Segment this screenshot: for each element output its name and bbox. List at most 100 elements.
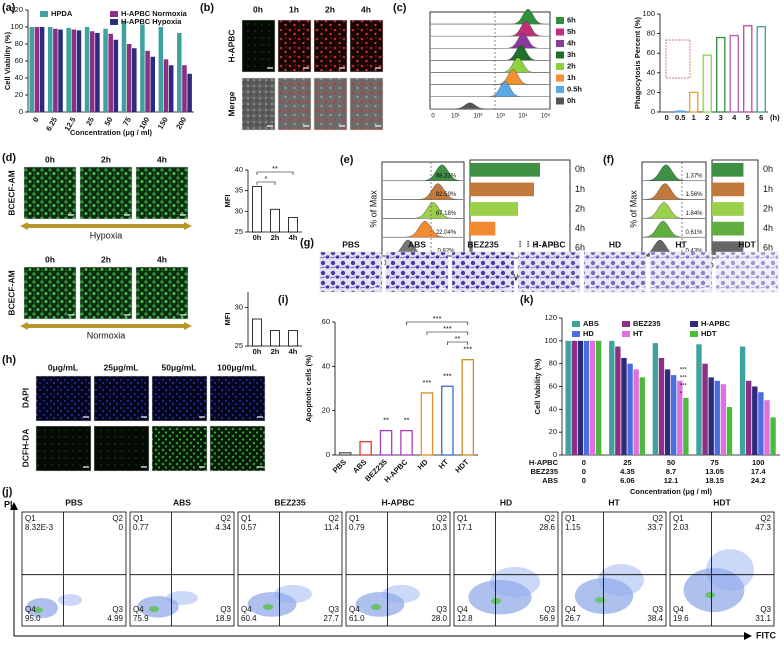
flow-frame [129, 511, 235, 627]
quadrant-value: 61.0 [349, 614, 365, 623]
x-tick-label: PBS [331, 457, 348, 474]
quadrant-value: 0.57 [241, 523, 257, 532]
legend-swatch [40, 11, 48, 17]
x-tick-label: 25 [84, 115, 96, 127]
micrograph [209, 375, 266, 422]
bar [470, 162, 540, 177]
significance: ** [455, 334, 461, 343]
y-tick-label: 0 [19, 107, 23, 116]
arrow-head [10, 502, 18, 510]
column-label: ABS [408, 239, 426, 249]
bar [712, 162, 744, 177]
y-tick-label: 60 [549, 381, 557, 390]
bar [720, 384, 727, 455]
bar [689, 91, 699, 113]
y-tick-label: 20 [15, 90, 23, 99]
bar [145, 50, 150, 112]
x-tick-label: 10² [474, 114, 483, 120]
micrograph [79, 166, 133, 220]
x-tick-label: 0 [582, 467, 586, 476]
legend-label: H-APBC [701, 319, 731, 328]
bar [461, 359, 475, 456]
condition-label: Normoxia [87, 330, 126, 340]
significance: *** [528, 240, 534, 248]
y-tick-label: 40 [647, 68, 655, 77]
category-label: 6h [763, 243, 773, 253]
significance: *** [544, 240, 550, 248]
significance: *** [463, 345, 472, 354]
x-tick-label: 0h [253, 233, 262, 242]
arrow [20, 322, 192, 330]
bar [121, 21, 127, 112]
bar [770, 417, 776, 455]
quadrant-value: 19.6 [673, 614, 689, 623]
legend-swatch [556, 17, 564, 24]
y-tick-label: 120 [544, 313, 557, 322]
gate-percent: 22.04% [436, 230, 457, 236]
histogram [431, 8, 549, 25]
bar [400, 429, 413, 456]
legend-swatch [556, 28, 564, 36]
x-axis-label: Concentration (μg / ml) [70, 128, 153, 137]
column-label: 0h [253, 4, 263, 14]
x-tick-label: 75 [121, 115, 133, 127]
event-core [705, 592, 715, 598]
micrograph [241, 77, 276, 131]
quadrant-value: 60.4 [241, 614, 257, 623]
micrograph [277, 77, 312, 131]
x-tick-label: 50 [102, 115, 114, 127]
x-tick-label: 6.06 [620, 476, 635, 485]
bar [420, 392, 434, 456]
bar [95, 32, 100, 113]
quadrant-name: Q1 [565, 514, 576, 523]
y-tick-label: 30 [235, 206, 243, 215]
bar [683, 397, 689, 455]
event-cloud [166, 591, 198, 605]
histogram [431, 81, 549, 97]
y-tick-label: 60 [322, 317, 330, 326]
histogram [383, 164, 463, 181]
legend-label: 4h [567, 38, 576, 47]
quadrant-name: Q2 [544, 514, 555, 523]
column-label: 0h [45, 154, 55, 164]
micrograph-wash [650, 252, 712, 292]
y-tick-label: 80 [647, 29, 655, 38]
histogram [431, 102, 549, 109]
column-label: HDT [738, 239, 756, 249]
bar [108, 33, 113, 112]
bar [571, 340, 577, 455]
significance: ** [552, 241, 558, 246]
legend-label: 0h [567, 96, 576, 105]
significance: * [680, 392, 683, 398]
bar [252, 318, 262, 347]
bracket [447, 341, 469, 345]
bar [712, 241, 744, 256]
event-core [149, 606, 159, 612]
panel-label: (h) [2, 354, 16, 366]
bar [359, 441, 372, 456]
legend-swatch [690, 321, 698, 327]
quadrant-value: 12.8 [457, 614, 473, 623]
bar [609, 340, 615, 455]
micrograph [93, 425, 150, 472]
quadrant-value: 75.9 [133, 614, 149, 623]
row-label: DCFH-DA [20, 429, 30, 468]
flow-title: ABS [173, 497, 191, 507]
micrograph [385, 251, 449, 293]
quadrant-name: Q4 [25, 605, 36, 614]
bar [639, 377, 645, 455]
quadrant-name: Q2 [112, 514, 123, 523]
legend-swatch [556, 63, 564, 70]
bar [163, 59, 169, 112]
quadrant-name: Q1 [133, 514, 144, 523]
quadrant-name: Q4 [133, 605, 144, 614]
y-tick-label: 100 [544, 336, 557, 345]
bar [158, 27, 164, 112]
bar [565, 340, 571, 455]
bar [470, 202, 518, 216]
legend-label: 1h [567, 73, 576, 82]
significance: *** [680, 384, 688, 390]
bar [113, 39, 119, 112]
x-tick-label: 10¹ [451, 114, 460, 120]
micrograph [715, 251, 779, 293]
